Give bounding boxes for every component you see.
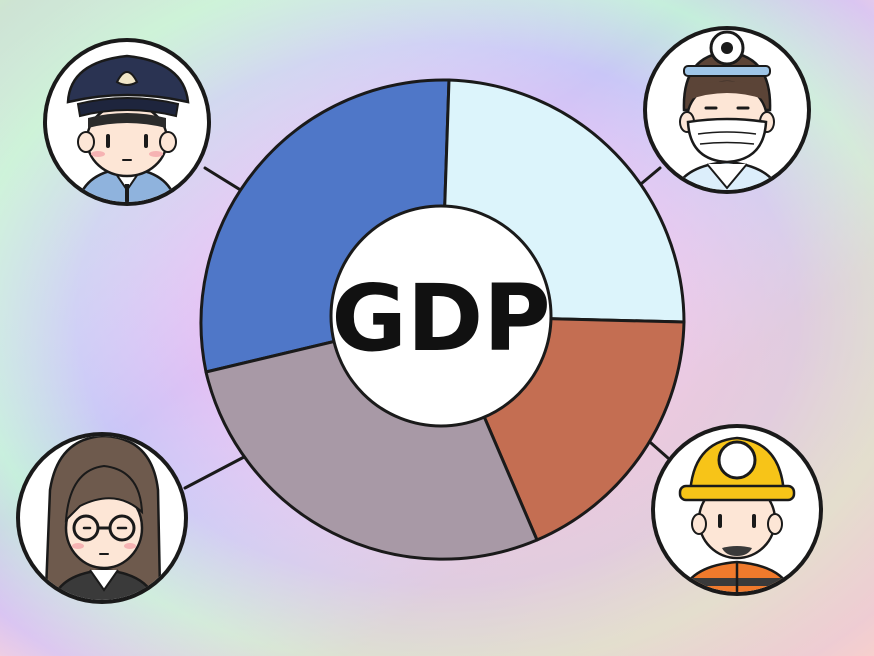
gdp-label: GDP [331,265,550,372]
center-circle [329,204,553,428]
police-officer-icon [43,38,211,206]
miner-icon [651,424,823,596]
office-worker-icon [16,432,188,604]
doctor-icon [643,26,811,194]
